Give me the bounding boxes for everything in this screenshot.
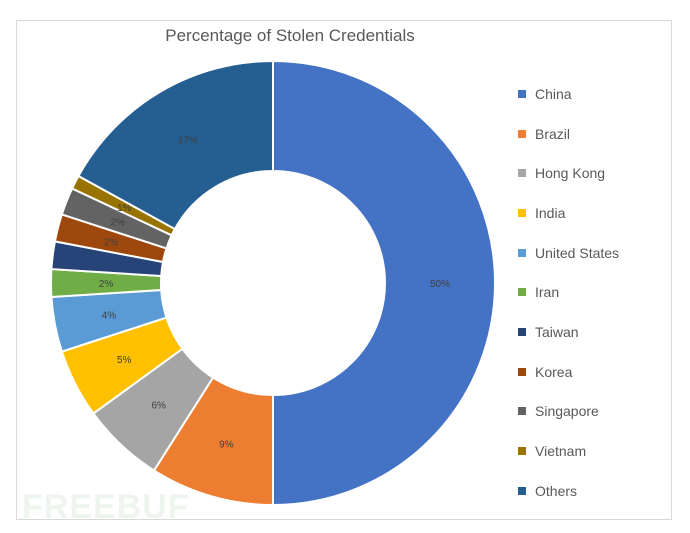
legend-label: Hong Kong	[535, 165, 606, 182]
data-label-others: 17%	[178, 135, 198, 146]
chart-legend: China Brazil Hong Kong India United States Ir…	[518, 74, 619, 511]
legend-item-iran: Iran	[518, 272, 619, 312]
data-label-singapore: 2%	[111, 218, 126, 229]
legend-swatch	[518, 248, 526, 257]
legend-swatch	[518, 129, 526, 138]
legend-swatch	[518, 486, 526, 495]
legend-label: Others	[535, 482, 578, 499]
data-label-united-states: 4%	[102, 310, 117, 321]
legend-item-brazil: Brazil	[518, 114, 619, 154]
legend-label: Vietnam	[535, 443, 587, 460]
legend-swatch	[518, 367, 526, 376]
legend-label: United States	[535, 244, 620, 261]
legend-item-vietnam: Vietnam	[518, 431, 619, 471]
slice-others	[77, 59, 274, 231]
legend-label: China	[535, 85, 572, 102]
legend-label: India	[535, 204, 566, 221]
legend-item-taiwan: Taiwan	[518, 312, 619, 352]
slice-china	[272, 59, 496, 507]
legend-swatch	[518, 407, 526, 416]
data-label-iran: 2%	[99, 279, 114, 290]
legend-swatch	[518, 288, 526, 297]
legend-swatch	[518, 327, 526, 336]
legend-item-singapore: Singapore	[518, 392, 619, 432]
data-label-india: 5%	[117, 355, 132, 366]
data-label-vietnam: 1%	[117, 203, 132, 214]
data-label-korea: 2%	[104, 237, 119, 248]
legend-item-china: China	[518, 74, 619, 114]
data-label-china: 50%	[430, 279, 450, 290]
legend-label: Brazil	[535, 125, 571, 142]
legend-swatch	[518, 208, 526, 217]
legend-item-korea: Korea	[518, 352, 619, 392]
legend-label: Iran	[535, 284, 560, 301]
legend-swatch	[518, 169, 526, 178]
legend-label: Singapore	[535, 403, 599, 420]
legend-item-others: Others	[518, 471, 619, 511]
data-label-hong-kong: 6%	[151, 401, 166, 412]
legend-swatch	[518, 447, 526, 456]
legend-label: Taiwan	[535, 323, 579, 340]
legend-item-hong-kong: Hong Kong	[518, 153, 619, 193]
legend-swatch	[518, 89, 526, 98]
legend-label: Korea	[535, 363, 573, 380]
data-label-brazil: 9%	[219, 439, 234, 450]
chart-title: Percentage of Stolen Credentials	[165, 26, 415, 45]
legend-item-united-states: United States	[518, 233, 619, 273]
legend-item-india: India	[518, 193, 619, 233]
